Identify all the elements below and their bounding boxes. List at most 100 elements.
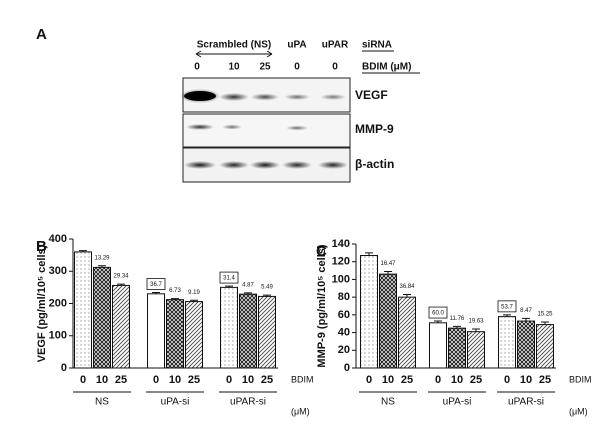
annotation-box xyxy=(497,300,517,313)
panel-label: A xyxy=(36,26,47,43)
x-tick-label: 25 xyxy=(188,374,200,386)
bar xyxy=(112,284,130,369)
bar xyxy=(258,295,276,369)
dose: 0 xyxy=(194,62,200,73)
bar xyxy=(498,316,516,369)
group-label: NS xyxy=(381,397,395,408)
error-bar xyxy=(171,298,179,300)
error-bar xyxy=(190,299,198,302)
error-bar xyxy=(244,292,252,295)
group-label: uPAR-si xyxy=(508,397,544,408)
error-bar xyxy=(503,314,511,317)
bar xyxy=(147,293,165,369)
y-tick-label: 120 xyxy=(332,256,350,268)
x-tick-label: 25 xyxy=(401,374,413,386)
row-label: VEGF xyxy=(355,88,388,102)
bar xyxy=(448,327,466,369)
error-bar xyxy=(152,292,160,294)
error-bar xyxy=(365,252,373,256)
panel-label: B xyxy=(36,238,47,255)
x-tick-label: 0 xyxy=(226,374,232,386)
x-tick-label: 10 xyxy=(96,374,108,386)
panel-label: C xyxy=(316,243,327,260)
y-axis-label: MMP-9 (pg/ml/10⁵ cells) xyxy=(316,244,328,367)
y-axis-label: VEGF (pg/ml/10⁵ cells) xyxy=(36,244,48,362)
x-axis-unit: (μM) xyxy=(291,406,310,416)
bar xyxy=(467,331,485,369)
y-tick-label: 0 xyxy=(344,362,350,374)
header-group: uPA xyxy=(287,40,306,51)
error-bar xyxy=(403,293,411,298)
x-axis-label: BDIM xyxy=(291,374,314,384)
error-bar xyxy=(453,325,461,329)
bar xyxy=(166,299,184,369)
annotation: 5.49 xyxy=(261,285,273,291)
x-tick-label: 25 xyxy=(470,374,482,386)
x-tick-label: 10 xyxy=(451,374,463,386)
dose: 0 xyxy=(332,62,338,73)
bar xyxy=(536,324,554,369)
error-bar xyxy=(472,328,480,332)
x-axis-unit: (μM) xyxy=(569,406,588,416)
y-tick-label: 0 xyxy=(61,362,67,374)
y-tick-label: 140 xyxy=(332,238,350,250)
x-tick-label: 25 xyxy=(539,374,551,386)
bar xyxy=(429,322,447,369)
y-tick-label: 80 xyxy=(338,291,350,303)
x-tick-label: 0 xyxy=(80,374,86,386)
dose: 0 xyxy=(294,62,300,73)
bar xyxy=(398,296,416,369)
annotation: 15.25 xyxy=(537,312,553,318)
dose-label: BDIM (μM) xyxy=(362,62,411,73)
x-tick-label: 25 xyxy=(115,374,127,386)
y-tick-label: 400 xyxy=(49,233,67,245)
x-tick-label: 10 xyxy=(169,374,181,386)
group-label: uPA-si xyxy=(443,397,472,408)
bar xyxy=(517,320,535,369)
y-tick-label: 200 xyxy=(49,297,67,309)
x-tick-label: 0 xyxy=(366,374,372,386)
error-bar xyxy=(79,250,87,252)
annotation: 29.34 xyxy=(113,274,129,280)
bar xyxy=(185,301,203,369)
header-right: siRNA xyxy=(362,40,392,51)
x-tick-label: 10 xyxy=(242,374,254,386)
annotation: 16.47 xyxy=(380,261,396,267)
annotation: 19.63 xyxy=(468,319,484,325)
header-group: uPAR xyxy=(322,40,349,51)
y-tick-label: 60 xyxy=(338,309,350,321)
group-label: uPAR-si xyxy=(230,397,266,408)
annotation-box xyxy=(428,306,448,319)
bar xyxy=(220,286,238,369)
y-tick-label: 40 xyxy=(338,326,350,338)
dose: 25 xyxy=(259,62,271,73)
header-group: Scrambled (NS) xyxy=(197,40,271,51)
x-tick-label: 10 xyxy=(382,374,394,386)
error-bar xyxy=(434,320,442,323)
group-label: NS xyxy=(95,397,109,408)
bar xyxy=(360,255,378,369)
annotation: 13.29 xyxy=(94,255,110,261)
bar xyxy=(379,273,397,369)
annotation: 53.7 xyxy=(501,304,513,310)
x-axis-label: BDIM xyxy=(569,374,592,384)
annotation: 9.19 xyxy=(188,290,200,296)
error-bar xyxy=(541,321,549,325)
bar xyxy=(239,293,257,369)
error-bar xyxy=(384,270,392,275)
error-bar xyxy=(225,285,233,288)
bar xyxy=(74,251,92,369)
arrow xyxy=(195,50,273,58)
x-tick-label: 0 xyxy=(435,374,441,386)
annotation-box xyxy=(146,278,166,290)
y-tick-label: 20 xyxy=(338,344,350,356)
annotation: 11.76 xyxy=(450,316,465,322)
y-tick-label: 100 xyxy=(332,273,350,285)
annotation-box xyxy=(219,271,239,284)
bar xyxy=(93,266,111,369)
annotation: 36.84 xyxy=(399,284,415,290)
error-bar xyxy=(117,283,125,286)
error-bar xyxy=(98,265,106,268)
row-label: β-actin xyxy=(355,157,394,171)
error-bar xyxy=(263,294,271,297)
